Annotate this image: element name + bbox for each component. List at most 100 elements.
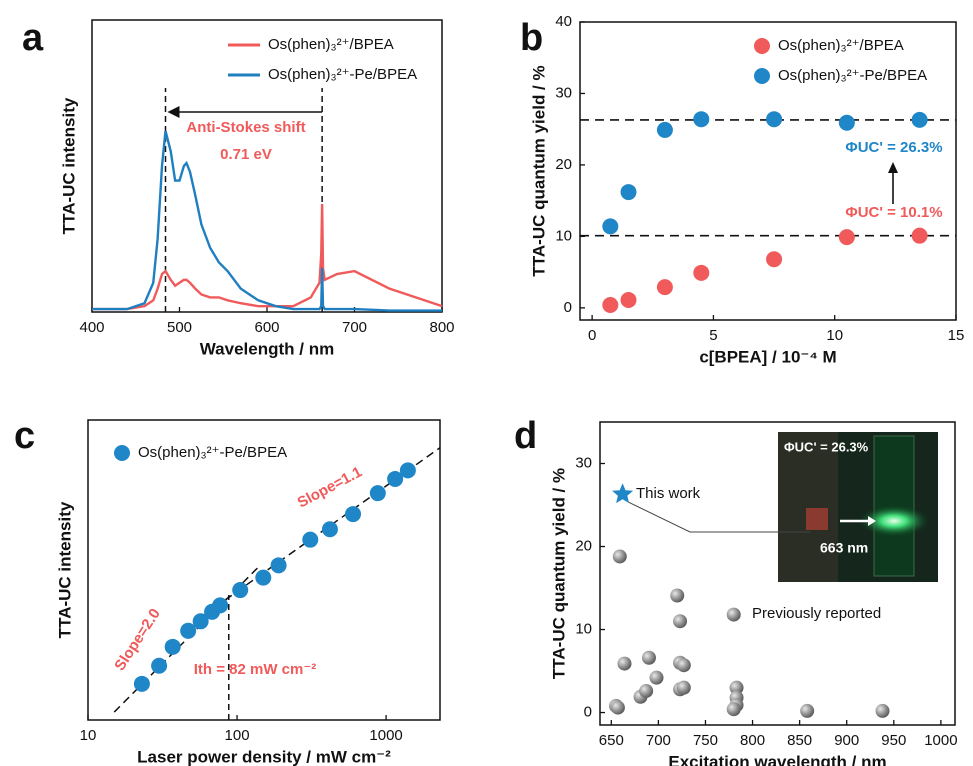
legend-label: Os(phen)₃²⁺/BPEA [778,37,904,54]
data-point [369,485,386,502]
panel-label: c [14,415,35,457]
x-tick-label: 15 [948,327,965,344]
shift-arrowhead [167,106,180,118]
data-point [180,622,197,639]
data-point [399,462,416,479]
annotation: Ith = 82 mW cm⁻² [194,661,317,678]
annotation: Slope=1.1 [295,463,365,511]
data-point [232,582,249,599]
x-tick-label: 800 [429,319,454,336]
data-point [610,700,625,715]
data-point [693,111,710,128]
x-tick-label: 1000 [369,727,402,744]
data-point [270,557,287,574]
y-tick-label: 0 [564,299,572,316]
panel-label: b [520,17,543,59]
data-point [656,279,673,296]
data-point [133,675,150,692]
legend-swatch [754,68,770,84]
y-tick-label: 10 [575,621,592,638]
data-point [670,588,685,603]
annotation: ΦUC' = 10.1% [845,204,942,221]
x-tick-label: 800 [740,732,765,749]
y-tick-label: 20 [575,537,592,554]
plot-frame [579,21,957,321]
spectrum-line [92,130,442,312]
data-point [726,702,741,717]
x-tick-label: 400 [79,319,104,336]
data-point [838,229,855,246]
data-point [649,670,664,685]
plot-frame [91,19,443,313]
data-point [693,264,710,281]
data-point [838,114,855,131]
data-point [612,549,627,564]
series-label: This work [636,485,701,502]
legend-label: Os(phen)₃²⁺-Pe/BPEA [138,444,287,461]
y-tick-label: 10 [555,227,572,244]
series-label: Previously reported [752,605,881,622]
annotation: Anti-Stokes shift [186,119,305,136]
data-point [766,111,783,128]
x-tick-label: 500 [167,319,192,336]
x-tick-label: 10 [80,727,97,744]
x-tick-label: 1000 [924,732,957,749]
data-point [911,227,928,244]
annotation: 0.71 eV [220,146,272,163]
data-point [164,638,181,655]
data-point [602,218,619,235]
data-point [641,650,656,665]
plot-frame [87,419,441,721]
legend-label: Os(phen)₃²⁺-Pe/BPEA [778,67,927,84]
data-point [387,470,404,487]
data-point [676,680,691,695]
y-tick-label: 30 [555,84,572,101]
plot-frame [599,421,956,726]
x-tick-label: 5 [709,327,717,344]
x-tick-label: 700 [646,732,671,749]
y-axis-label: TTA-UC intensity [55,501,74,638]
legend-swatch [114,445,130,461]
data-point [192,613,209,630]
y-axis-label: TTA-UC quantum yield / % [549,468,568,679]
spectrum-line [92,203,443,311]
data-point [766,251,783,268]
x-tick-label: 0 [588,327,596,344]
callout-line [628,501,810,533]
inset-caption: 663 nm [820,540,868,556]
data-point [345,506,362,523]
data-point [212,597,229,614]
legend-label: Os(phen)₃²⁺/BPEA [268,36,394,53]
x-axis-label: Wavelength / nm [200,339,334,358]
data-point [151,657,168,674]
panel-label: d [514,415,537,457]
data-point [911,111,928,128]
data-point [620,184,637,201]
data-point [602,296,619,313]
data-point [800,703,815,718]
y-tick-label: 30 [575,454,592,471]
x-tick-label: 750 [693,732,718,749]
x-tick-label: 600 [254,319,279,336]
data-point [639,683,654,698]
data-point [676,658,691,673]
data-point [612,483,634,504]
x-tick-label: 700 [342,319,367,336]
y-axis-label: TTA-UC intensity [59,97,78,234]
x-tick-label: 10 [826,327,843,344]
data-point [729,680,744,695]
data-point [321,521,338,538]
data-point [875,703,890,718]
y-tick-label: 40 [555,13,572,30]
x-axis-label: Laser power density / mW cm⁻² [137,747,391,766]
legend-swatch [754,38,770,54]
panel-label: a [22,17,44,59]
y-axis-label: TTA-UC quantum yield / % [529,65,548,276]
x-tick-label: 650 [599,732,624,749]
data-point [617,656,632,671]
data-point [620,291,637,308]
y-tick-label: 0 [584,704,592,721]
x-tick-label: 850 [787,732,812,749]
inset-label: ΦUC' = 26.3% [784,439,869,454]
